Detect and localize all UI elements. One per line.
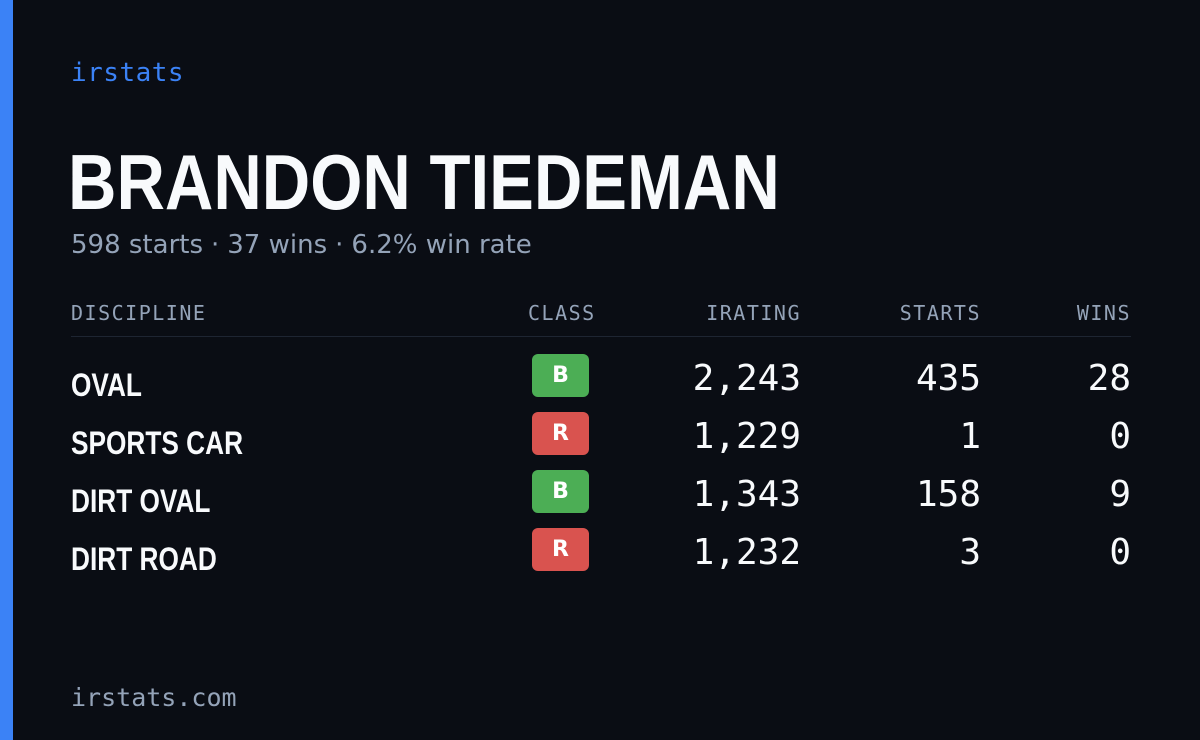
starts-value: 435 [915,358,981,399]
header-irating: IRATING [706,301,801,325]
header-class: CLASS [528,301,596,325]
table-row: DIRT OVAL B 1,343 158 9 [71,470,1131,528]
irating-value: 2,243 [692,358,801,399]
discipline-table: OVAL B 2,243 435 28 SPORTS CAR R 1,229 1… [71,354,1131,586]
wins-value: 9 [1109,474,1131,515]
summary-separator: · [335,230,344,260]
irating-value: 1,229 [692,416,801,457]
discipline-name: OVAL [71,367,142,403]
table-row: DIRT ROAD R 1,232 3 0 [71,528,1131,586]
summary-separator: · [211,230,220,260]
wins-value: 28 [1087,358,1131,399]
class-badge: R [532,412,589,455]
irating-value: 1,343 [692,474,801,515]
discipline-name: DIRT OVAL [71,483,211,519]
table-header: DISCIPLINE CLASS IRATING STARTS WINS [71,300,1131,326]
accent-bar [0,0,13,740]
player-summary: 598 starts · 37 wins · 6.2% win rate [71,229,532,261]
class-badge: B [532,470,589,513]
starts-value: 3 [959,532,981,573]
summary-starts: 598 starts [71,230,203,260]
summary-wins: 37 wins [227,230,328,260]
header-discipline: DISCIPLINE [71,301,207,325]
table-row: OVAL B 2,243 435 28 [71,354,1131,412]
footer-domain: irstats.com [71,683,237,712]
summary-win-rate: 6.2% win rate [351,230,532,260]
starts-value: 1 [959,416,981,457]
wins-value: 0 [1109,416,1131,457]
discipline-name: DIRT ROAD [71,541,217,577]
player-name: BRANDON TIEDEMAN [68,138,780,226]
class-badge: R [532,528,589,571]
irating-value: 1,232 [692,532,801,573]
header-divider [71,336,1131,337]
class-badge: B [532,354,589,397]
starts-value: 158 [915,474,981,515]
discipline-name: SPORTS CAR [71,425,244,461]
wins-value: 0 [1109,532,1131,573]
brand-logo: irstats [71,58,185,88]
table-row: SPORTS CAR R 1,229 1 0 [71,412,1131,470]
header-wins: WINS [1076,301,1131,325]
header-starts: STARTS [899,301,981,325]
